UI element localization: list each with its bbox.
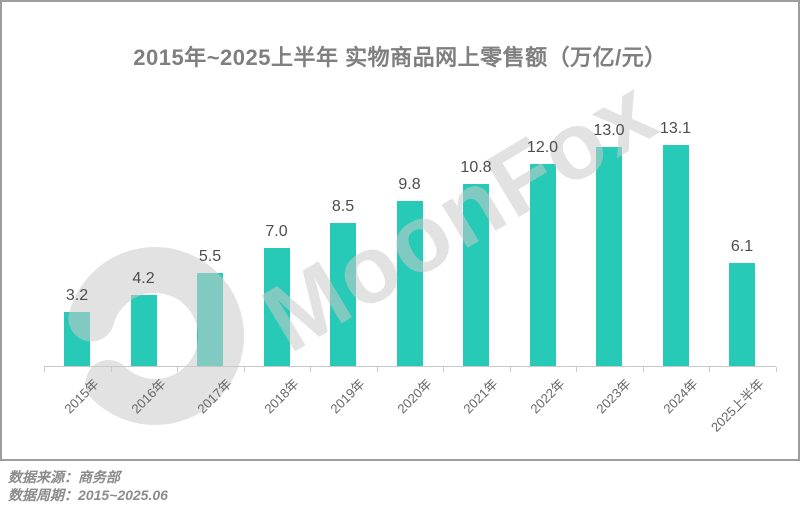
x-axis-label: 2016年 (127, 376, 169, 417)
data-period: 数据周期：2015~2025.06 (8, 487, 168, 503)
x-axis-label: 2024年 (659, 376, 701, 417)
bar (596, 147, 622, 366)
bar (330, 223, 356, 366)
axis-tick (642, 367, 644, 372)
bar (529, 164, 556, 366)
bar (396, 201, 423, 366)
bar-value-label: 4.2 (132, 270, 155, 287)
chart-footer: 数据来源：商务部 数据周期：2015~2025.06 (8, 468, 168, 504)
bar (463, 184, 489, 366)
bar-value-label: 8.5 (331, 198, 355, 215)
bar-value-label: 13.1 (659, 120, 692, 137)
bar-value-label: 9.8 (398, 176, 421, 193)
bar-value-label: 3.2 (65, 287, 89, 304)
axis-tick (310, 367, 311, 372)
x-axis-label: 2019年 (327, 376, 368, 417)
x-axis-label: 2022年 (526, 376, 568, 417)
bar (197, 273, 223, 366)
bar-value-label: 5.5 (198, 248, 222, 265)
x-axis-label: 2018年 (260, 376, 302, 417)
axis-tick (576, 367, 577, 372)
x-axis-label: 2015年 (61, 376, 102, 417)
axis-tick (44, 367, 45, 372)
axis-tick (110, 367, 112, 372)
x-axis-label: 2025上半年 (708, 376, 767, 435)
axis-tick (376, 367, 378, 372)
x-axis-label: 2020年 (393, 376, 435, 417)
axis-tick (775, 367, 777, 372)
bar-value-label: 7.0 (265, 223, 288, 240)
axis-tick (509, 367, 511, 372)
chart-title: 2015年~2025上半年 实物商品网上零售额（万亿/元） (133, 45, 667, 70)
x-axis-label: 2023年 (593, 376, 634, 417)
bar-value-label: 10.8 (460, 159, 492, 176)
axis-tick (443, 367, 444, 372)
bar-value-label: 13.0 (593, 122, 625, 139)
bar-value-label: 6.1 (730, 238, 754, 255)
axis-tick (709, 367, 710, 372)
bar (263, 248, 290, 366)
bar (64, 312, 90, 366)
bar-value-label: 12.0 (526, 139, 559, 156)
bar (729, 263, 755, 366)
x-axis-label: 2021年 (460, 376, 501, 417)
x-axis-line (44, 366, 776, 367)
bar (130, 295, 157, 366)
data-source: 数据来源：商务部 (8, 469, 120, 485)
axis-tick (177, 367, 178, 372)
axis-tick (243, 367, 245, 372)
bar (662, 145, 689, 366)
x-axis-label: 2017年 (194, 376, 235, 417)
